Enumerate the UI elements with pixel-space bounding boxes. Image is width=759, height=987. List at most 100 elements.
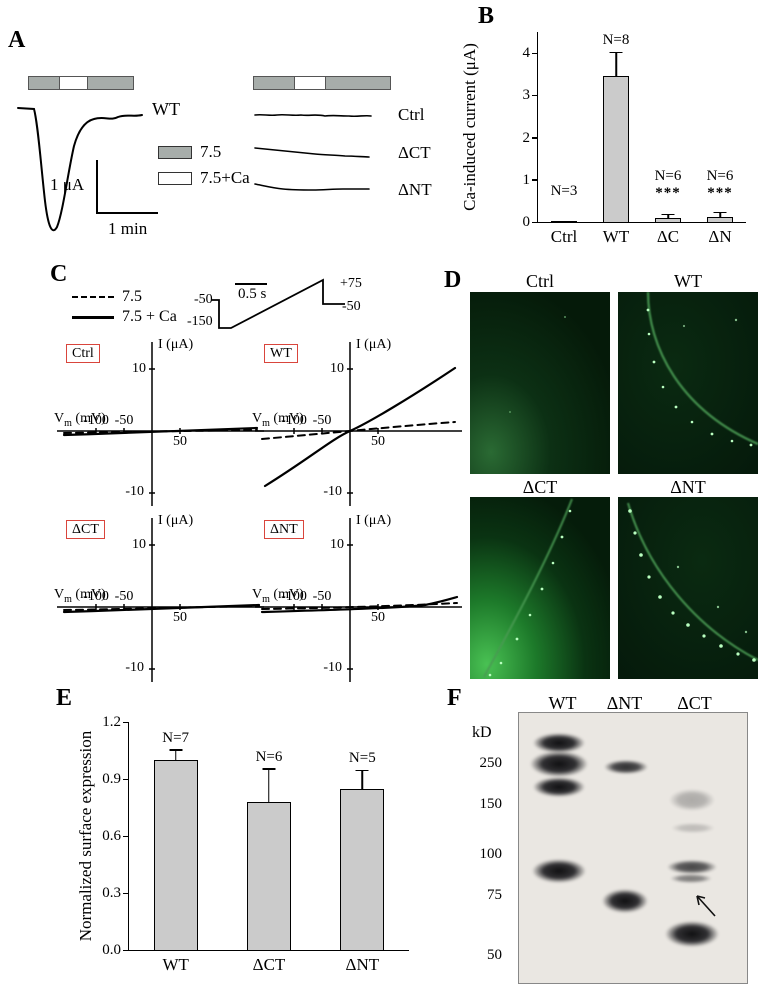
iv-xtick-neg50: -50 xyxy=(114,413,134,428)
error-bar-cap xyxy=(355,769,369,772)
iv-plot-wt: WT I (μA) 10 -10 Vm (mV) -100 -50 50 xyxy=(250,336,465,511)
error-bar-stem xyxy=(268,769,270,802)
vm-pre: V xyxy=(54,587,65,602)
legend-label-7_5: 7.5 xyxy=(200,142,222,161)
protocol-segment-ca xyxy=(59,77,88,89)
y-axis-tick xyxy=(532,52,538,55)
panel-a-label: A xyxy=(8,27,26,53)
blot-band-delta-nt-low xyxy=(602,889,648,913)
panel-b-label: B xyxy=(478,3,495,29)
control-mutant-traces xyxy=(254,113,372,191)
band-pointer-arrow xyxy=(696,895,716,917)
x-category-label: WT xyxy=(602,227,630,246)
delta-ct-trace-path xyxy=(254,147,370,158)
bar-group-ΔNT: N=5 ΔNT xyxy=(316,722,409,974)
y-axis-tick-label: 1.2 xyxy=(102,714,121,730)
blot-band-wt-low xyxy=(532,859,586,883)
fluorescence-dots xyxy=(628,509,756,662)
mw-marker-250: 250 xyxy=(479,755,503,771)
wt-current-trace xyxy=(17,107,143,232)
y-axis-tick-label: 0.0 xyxy=(102,942,121,958)
chart-b-y-axis-title: Ca-induced current (μA) xyxy=(460,43,479,211)
iv-ytick-10: 10 xyxy=(132,361,146,376)
legend-line-solid xyxy=(72,316,114,319)
y-axis-tick xyxy=(123,892,129,894)
western-blot xyxy=(518,712,748,984)
y-axis-tick xyxy=(123,721,129,723)
blot-band-wt-high xyxy=(533,733,585,753)
y-axis-tick-label: 2 xyxy=(522,129,531,146)
mw-marker-100: 100 xyxy=(479,846,503,862)
condition-box-delta-ct: ΔCT xyxy=(66,520,105,539)
significance-label: *** xyxy=(707,185,733,201)
fluorescence-dots xyxy=(646,308,753,447)
delta-nt-trace-path xyxy=(254,183,370,191)
protocol-segment-7_5 xyxy=(29,77,59,89)
mw-marker-50: 50 xyxy=(487,947,502,963)
significance-label: *** xyxy=(655,185,681,201)
y-axis-tick xyxy=(123,949,129,951)
iv-xtick-neg50: -50 xyxy=(312,589,332,604)
blot-band-delta-ct-faint xyxy=(671,823,715,833)
trace-label-wt: WT xyxy=(152,99,180,119)
y-axis-tick xyxy=(532,221,538,223)
blot-lane-label-delta-ct: ΔCT xyxy=(677,693,712,713)
iv-axes-wt xyxy=(255,342,462,506)
wt-trace-path xyxy=(17,107,143,232)
iv-x-axis-label: Vm (mV) xyxy=(54,588,106,605)
panel-d-label: D xyxy=(444,267,462,293)
y-axis-tick-label: 0.3 xyxy=(102,885,121,901)
error-bar-stem xyxy=(615,53,617,77)
iv-xtick-50: 50 xyxy=(371,610,385,625)
legend-swatch-7_5 xyxy=(158,146,192,159)
bar-group-WT: N=7 WT xyxy=(129,722,222,974)
iv-axes-delta-ct xyxy=(57,518,264,682)
bar-ΔNT xyxy=(340,788,385,950)
iv-x-axis-label: Vm (mV) xyxy=(252,412,304,429)
n-count-label: N=6 xyxy=(654,168,682,184)
iv-y-axis-label: I (μA) xyxy=(356,513,392,528)
n-count-label: N=3 xyxy=(550,183,578,199)
error-bar-stem xyxy=(361,771,364,789)
x-category-label: WT xyxy=(162,955,189,974)
fluorescence-image-delta-ct xyxy=(470,497,610,679)
condition-box-delta-nt: ΔNT xyxy=(264,520,304,539)
condition-box-wt: WT xyxy=(264,344,298,363)
iv-plot-delta-nt: ΔNT I (μA) 10 -10 Vm (mV) -100 -50 50 xyxy=(250,512,465,687)
iv-curve-75 xyxy=(261,602,458,610)
ca-induced-current-bar-chart: 0 1 2 3 4 N=3 Ctrl N=8 WT *** N=6 ΔC *** N=6 ΔN xyxy=(523,32,746,246)
iv-xtick-neg100: -100 xyxy=(281,413,307,428)
vm-sub: m xyxy=(262,593,270,605)
vm-pre: V xyxy=(54,411,65,426)
error-bar-stem xyxy=(174,750,177,760)
x-category-label: ΔC xyxy=(656,227,680,246)
protocol-segment-ca xyxy=(294,77,326,89)
error-bar-cap xyxy=(262,768,276,770)
iv-x-axis-label: Vm (mV) xyxy=(54,412,106,429)
blot-band-delta-nt-high xyxy=(604,760,648,774)
iv-xtick-50: 50 xyxy=(173,434,187,449)
vm-pre: V xyxy=(252,411,263,426)
iv-y-axis-label: I (μA) xyxy=(158,337,194,352)
error-bar-cap xyxy=(713,211,727,214)
panel-e-label: E xyxy=(56,685,73,711)
error-bar-stem xyxy=(667,215,669,218)
iv-axes-ctrl xyxy=(57,342,264,506)
fluorescence-image-wt xyxy=(618,292,758,474)
x-category-label: ΔCT xyxy=(252,955,286,974)
y-axis-tick-label: 1 xyxy=(522,171,531,188)
iv-ytick-neg10: -10 xyxy=(125,660,144,675)
iv-ytick-10: 10 xyxy=(132,537,146,552)
ramp-step-low-label: -150 xyxy=(187,314,213,329)
iv-xtick-50: 50 xyxy=(173,610,187,625)
bar-group-ΔN: *** N=6 ΔN xyxy=(694,32,746,246)
iv-ytick-10: 10 xyxy=(330,537,344,552)
y-axis-tick-label: 3 xyxy=(522,87,531,104)
membrane-arc xyxy=(626,502,758,661)
surface-expression-bar-chart: 0.0 0.3 0.6 0.9 1.2 N=7 WT N=6 ΔCT N=5 ΔNT xyxy=(102,715,409,974)
iv-curve-75ca xyxy=(260,595,459,614)
fluorescence-image-ctrl xyxy=(470,292,610,474)
iv-xtick-neg100: -100 xyxy=(281,589,307,604)
blot-band-wt-high xyxy=(533,777,585,797)
legend-label-7_5-ca: 7.5+Ca xyxy=(200,168,250,187)
